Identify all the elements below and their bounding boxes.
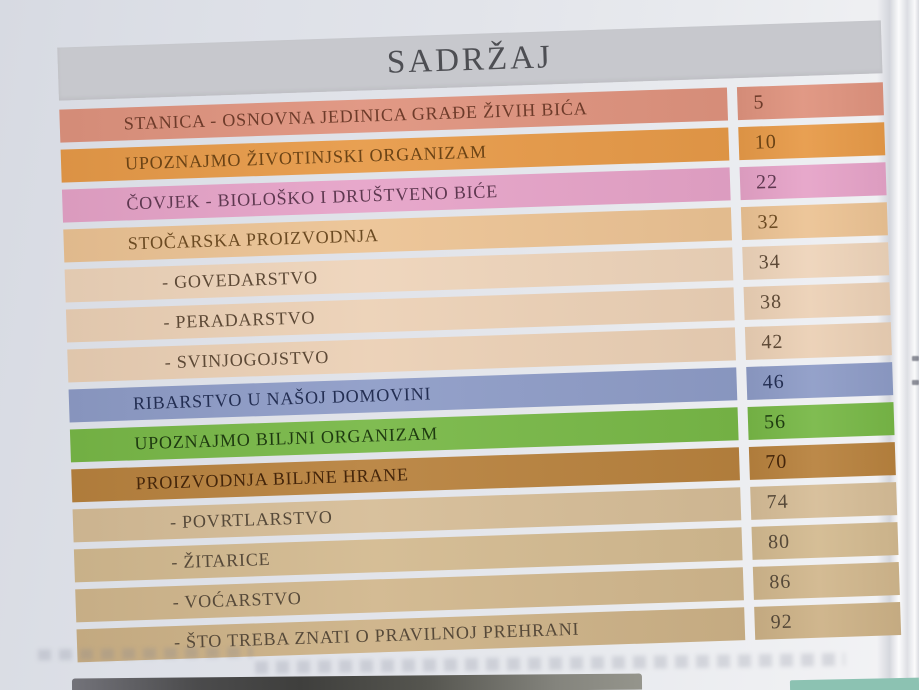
toc-entry-label: - SVINJOGOJSTVO <box>164 346 330 373</box>
toc-entry-page-number: 80 <box>767 530 791 554</box>
toc-entry-label: UPOZNAJMO BILJNI ORGANIZAM <box>134 423 439 454</box>
toc-entry-page-cell: 32 <box>740 202 888 241</box>
toc-entry-page-cell: 46 <box>746 362 894 400</box>
toc-entry-page-number: 70 <box>765 450 788 474</box>
toc-entry-page-cell: 10 <box>738 122 886 161</box>
toc-entry-page-cell: 92 <box>754 602 902 640</box>
toc-entry-page-number: 38 <box>759 290 783 314</box>
toc-entry-page-number: 46 <box>762 370 786 394</box>
toc-entry-label: RIBARSTVO U NAŠOJ DOMOVINI <box>132 383 432 414</box>
toc-entry-page-cell: 22 <box>739 162 887 201</box>
toc-entry-page-number: 32 <box>757 210 780 234</box>
toc-entry-page-cell: 56 <box>747 402 895 440</box>
toc-entry-label: PROIZVODNJA BILJNE HRANE <box>135 464 410 494</box>
toc-entry-page-number: 5 <box>753 91 765 114</box>
toc-rows: STANICA - OSNOVNA JEDINICA GRAĐE ŽIVIH B… <box>59 82 902 663</box>
toc-entry-label: UPOZNAJMO ŽIVOTINJSKI ORGANIZAM <box>124 141 488 174</box>
toc-entry-page-cell: 86 <box>752 562 900 600</box>
page-title: SADRŽAJ <box>386 39 554 81</box>
toc-entry-page-cell: 34 <box>742 242 890 281</box>
toc-entry-page-cell: 38 <box>743 282 891 321</box>
toc-entry-label: - PERADARSTVO <box>163 307 316 333</box>
next-section-photo-teal-corner <box>789 677 919 690</box>
toc-table: SADRŽAJ STANICA - OSNOVNA JEDINICA GRAĐE… <box>57 20 902 669</box>
toc-entry-page-number: 74 <box>766 490 790 514</box>
toc-entry-page-number: 56 <box>763 410 787 434</box>
toc-entry-page-number: 92 <box>770 610 794 634</box>
toc-entry-label: STOČARSKA PROIZVODNJA <box>127 225 379 254</box>
toc-entry-label: ČOVJEK - BIOLOŠKO I DRUŠTVENO BIĆE <box>126 181 499 214</box>
toc-entry-page-number: 10 <box>754 130 778 154</box>
page-edge-mark <box>912 380 919 385</box>
toc-entry-page-number: 34 <box>758 250 782 274</box>
toc-entry-page-cell: 80 <box>751 522 899 560</box>
toc-entry-page-cell: 70 <box>748 442 896 480</box>
toc-entry-label: - VOĆARSTVO <box>172 587 302 613</box>
toc-entry-label: STANICA - OSNOVNA JEDINICA GRAĐE ŽIVIH B… <box>123 98 588 134</box>
toc-entry-label: - POVRTLARSTVO <box>169 506 333 533</box>
toc-entry-label: - GOVEDARSTVO <box>161 267 319 293</box>
toc-entry-page-cell: 42 <box>744 322 892 360</box>
toc-entry-page-number: 22 <box>755 170 779 194</box>
toc-entry-label: - ŽITARICE <box>171 548 271 573</box>
toc-entry-page-number: 42 <box>761 330 784 354</box>
toc-entry-page-cell: 74 <box>750 482 898 520</box>
toc-entry-page-number: 86 <box>768 570 792 594</box>
page-edge-mark <box>912 356 919 361</box>
toc-entry-page-cell: 5 <box>736 82 884 121</box>
